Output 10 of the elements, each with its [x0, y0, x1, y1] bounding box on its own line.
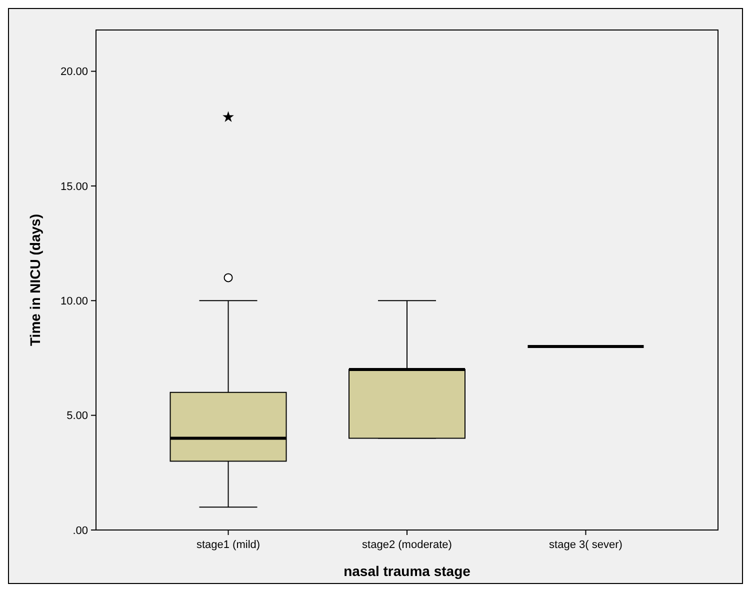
y-axis-title: Time in NICU (days) [27, 214, 43, 346]
x-tick-label: stage 3( sever) [549, 539, 622, 551]
x-tick-label: stage2 (moderate) [362, 539, 452, 551]
y-tick-label: 20.00 [60, 66, 88, 78]
x-tick-label: stage1 (mild) [196, 539, 260, 551]
y-tick-label: 10.00 [60, 295, 88, 308]
x-axis-title: nasal trauma stage [344, 563, 471, 579]
y-tick-label: 5.00 [66, 410, 88, 422]
y-tick-label: 15.00 [60, 180, 88, 193]
y-tick-label: .00 [72, 524, 88, 537]
